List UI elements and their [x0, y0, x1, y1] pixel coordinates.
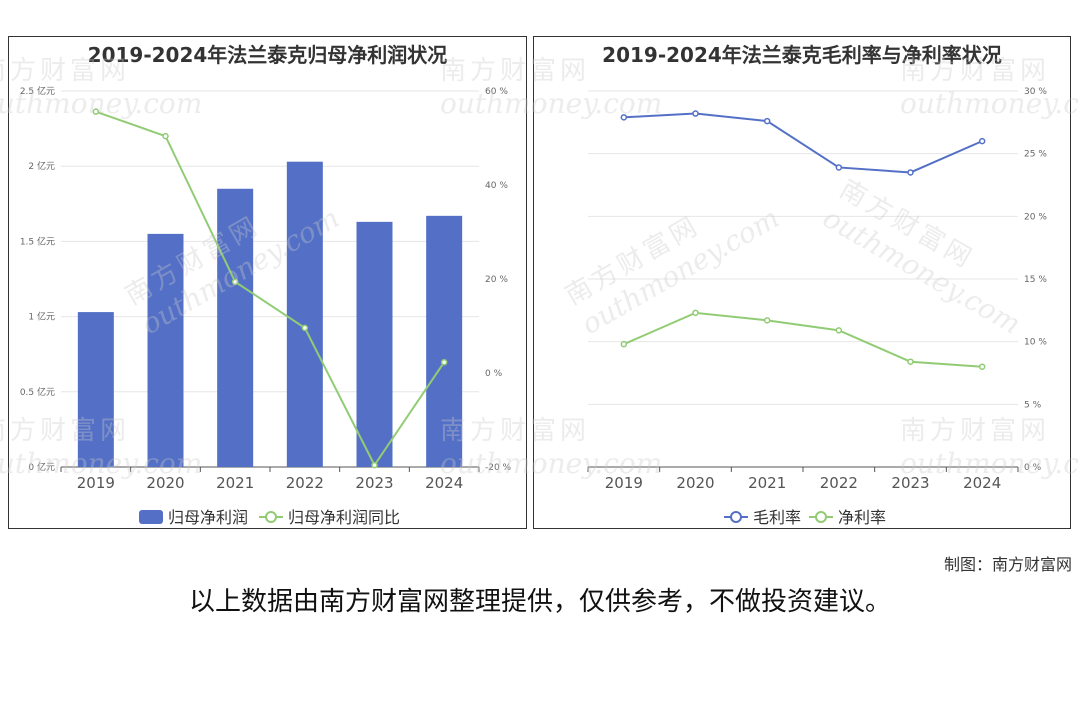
chart-credit: 制图：南方财富网 [943, 555, 1072, 574]
y-left-tick-label: 0.5 亿元 [20, 386, 55, 398]
y-tick-label: 30 % [1024, 87, 1047, 97]
x-tick-label: 2020 [676, 474, 714, 492]
x-tick-label: 2021 [216, 474, 254, 492]
bar [77, 312, 114, 467]
point [835, 164, 843, 171]
y-left-tick-label: 2 亿元 [28, 160, 55, 172]
point [231, 278, 239, 286]
x-tick-label: 2023 [355, 474, 393, 492]
y-tick-label: 20 % [1024, 212, 1047, 222]
legend-swatch-point [265, 511, 277, 523]
x-tick-label: 2022 [286, 474, 324, 492]
point [301, 324, 309, 332]
x-tick-label: 2024 [425, 474, 463, 492]
series-line [623, 112, 983, 174]
x-tick-label: 2019 [77, 474, 115, 492]
point [692, 110, 699, 117]
y-left-tick-label: 0 亿元 [28, 461, 55, 473]
chart-right-svg: 0 % 5 % 10 % 15 % 20 % 25 % 30 % 2019 2020 2021 20… [587, 87, 1047, 527]
point [907, 169, 914, 176]
legend-label: 归母净利润 [168, 508, 248, 527]
chart-right-panel: 2019-2024年法兰泰克毛利率与净利率状况 0 % 5 % 10 % 15 % 20… [533, 36, 1071, 529]
bar [356, 221, 393, 467]
bar [217, 188, 254, 467]
series-line-yoy [95, 110, 445, 468]
y-right-tick-label: 60 % [485, 87, 508, 97]
bar [426, 215, 463, 467]
y-right-tick-label: 20 % [485, 275, 508, 285]
bar [147, 233, 184, 467]
y-tick-label: 5 % [1024, 400, 1042, 410]
disclaimer-text: 以上数据由南方财富网整理提供，仅供参考，不做投资建议。 [188, 587, 891, 617]
point [978, 363, 986, 370]
y-right-tick-label: 40 % [485, 181, 508, 191]
y-tick-label: 15 % [1024, 275, 1047, 285]
x-tick-label: 2019 [605, 474, 643, 492]
legend-swatch-bar [139, 510, 163, 524]
legend-label: 归母净利润同比 [288, 508, 400, 527]
y-left-tick-label: 1.5 亿元 [20, 235, 55, 247]
series-line [623, 311, 983, 368]
legend-label: 毛利率 [753, 508, 801, 527]
y-right-tick-label: -20 % [485, 463, 512, 473]
point [162, 132, 169, 140]
x-tick-label: 2021 [748, 474, 786, 492]
legend-swatch-point [730, 511, 742, 523]
chart-left-title: 2019-2024年法兰泰克归母净利润状况 [87, 43, 448, 67]
x-tick-label: 2023 [891, 474, 929, 492]
point [371, 461, 378, 469]
y-tick-label: 10 % [1024, 338, 1047, 348]
x-tick-label: 2024 [963, 474, 1001, 492]
y-tick-label: 0 % [1024, 463, 1042, 473]
legend-label: 净利率 [838, 508, 886, 527]
bar [286, 161, 323, 468]
chart-left-panel: 2019-2024年法兰泰克归母净利润状况 0 亿元 0.5 亿元 1 亿元 1.5 … [8, 36, 527, 529]
point [92, 108, 100, 115]
point [440, 358, 448, 366]
y-left-tick-label: 2.5 亿元 [20, 85, 55, 97]
x-tick-label: 2022 [820, 474, 858, 492]
y-right-tick-label: 0 % [485, 369, 503, 379]
y-left-tick-label: 1 亿元 [28, 311, 55, 323]
point [763, 317, 771, 324]
point [763, 117, 771, 125]
point [620, 114, 628, 121]
point [692, 309, 699, 317]
point [620, 340, 628, 348]
legend-swatch-point [815, 511, 827, 523]
point [835, 327, 843, 334]
point [978, 137, 986, 145]
point [907, 358, 914, 365]
x-tick-label: 2020 [146, 474, 184, 492]
y-tick-label: 25 % [1024, 150, 1047, 160]
chart-right-title: 2019-2024年法兰泰克毛利率与净利率状况 [602, 43, 1002, 67]
chart-left-svg: 0 亿元 0.5 亿元 1 亿元 1.5 亿元 2 亿元 2.5 亿元 -20 % 0 % 20… [20, 85, 512, 527]
